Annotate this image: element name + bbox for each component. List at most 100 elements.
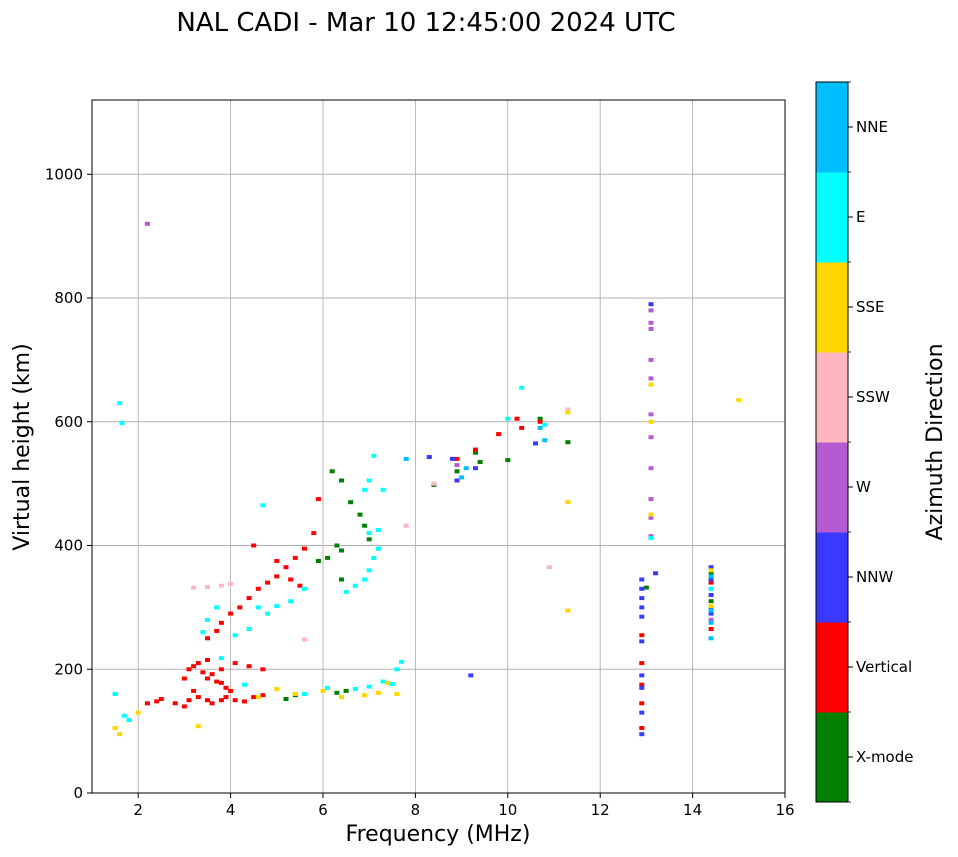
data-point bbox=[205, 617, 210, 622]
data-point bbox=[403, 523, 409, 528]
data-point bbox=[334, 543, 340, 548]
data-point bbox=[265, 611, 271, 616]
data-point bbox=[195, 661, 201, 666]
data-point bbox=[468, 673, 474, 678]
data-point bbox=[375, 690, 381, 695]
x-tick-label: 2 bbox=[133, 801, 143, 819]
data-point bbox=[223, 695, 229, 700]
series-ssw bbox=[191, 407, 571, 642]
data-point bbox=[172, 701, 178, 706]
data-point bbox=[297, 583, 303, 588]
data-point bbox=[214, 628, 220, 633]
data-point bbox=[362, 693, 368, 698]
series-nne bbox=[403, 425, 714, 641]
data-point bbox=[288, 599, 294, 604]
data-point bbox=[218, 680, 224, 685]
data-point bbox=[320, 688, 326, 693]
data-point bbox=[431, 481, 437, 486]
data-point bbox=[366, 478, 372, 483]
data-point bbox=[399, 659, 404, 664]
data-point bbox=[736, 398, 742, 403]
data-point bbox=[232, 633, 238, 638]
data-point bbox=[343, 589, 349, 594]
data-point bbox=[565, 440, 571, 445]
data-point bbox=[708, 580, 714, 585]
data-point bbox=[454, 469, 460, 474]
data-point bbox=[117, 401, 123, 406]
x-tick-label: 16 bbox=[775, 801, 794, 819]
data-point bbox=[648, 320, 654, 325]
data-point bbox=[265, 580, 271, 585]
series-w bbox=[144, 221, 714, 622]
data-point bbox=[519, 385, 525, 390]
data-point bbox=[639, 673, 645, 678]
data-point bbox=[473, 450, 478, 455]
data-point bbox=[255, 605, 261, 610]
data-point bbox=[283, 697, 289, 701]
data-point bbox=[218, 620, 224, 625]
data-point bbox=[648, 302, 654, 307]
data-point bbox=[144, 221, 150, 226]
data-point bbox=[375, 528, 381, 532]
data-point bbox=[648, 497, 654, 502]
data-point bbox=[542, 438, 548, 443]
data-point bbox=[302, 692, 307, 696]
data-point bbox=[242, 699, 247, 704]
data-point bbox=[533, 441, 538, 446]
data-point bbox=[394, 692, 400, 696]
data-point bbox=[119, 421, 125, 425]
y-tick-label: 600 bbox=[54, 413, 83, 431]
data-point bbox=[708, 593, 714, 597]
data-point bbox=[537, 416, 543, 421]
data-point bbox=[639, 639, 645, 644]
data-point bbox=[708, 636, 714, 641]
data-point bbox=[708, 599, 714, 604]
data-point bbox=[639, 710, 645, 715]
data-point bbox=[302, 546, 307, 551]
data-point bbox=[292, 555, 298, 560]
data-point bbox=[302, 586, 307, 591]
data-point bbox=[274, 604, 280, 609]
data-point bbox=[380, 679, 386, 684]
data-point bbox=[195, 695, 201, 700]
data-point bbox=[357, 512, 363, 517]
data-point bbox=[260, 693, 266, 698]
data-point bbox=[288, 577, 294, 582]
data-point bbox=[228, 611, 234, 616]
data-point bbox=[302, 637, 307, 642]
data-point bbox=[126, 718, 132, 722]
data-point bbox=[639, 586, 645, 591]
data-points bbox=[112, 221, 742, 737]
data-point bbox=[209, 701, 215, 706]
colorbar-label: Vertical bbox=[856, 658, 912, 676]
data-point bbox=[371, 555, 377, 560]
data-point bbox=[154, 699, 160, 704]
data-point bbox=[334, 690, 340, 695]
data-point bbox=[648, 382, 654, 387]
data-point bbox=[643, 585, 649, 590]
data-point bbox=[232, 661, 238, 666]
y-tick-label: 200 bbox=[54, 660, 83, 678]
data-point bbox=[246, 596, 252, 601]
x-axis-label: Frequency (MHz) bbox=[346, 822, 531, 847]
data-point bbox=[366, 684, 372, 689]
data-point bbox=[519, 425, 525, 430]
data-point bbox=[343, 688, 349, 693]
data-point bbox=[708, 627, 714, 631]
data-point bbox=[352, 687, 358, 691]
colorbar-label: NNE bbox=[856, 118, 888, 136]
data-point bbox=[394, 667, 400, 672]
data-point bbox=[315, 497, 321, 502]
colorbar-swatch-nnw bbox=[816, 532, 848, 623]
data-point bbox=[454, 478, 460, 483]
colorbar-swatch-w bbox=[816, 442, 848, 533]
data-point bbox=[121, 713, 127, 718]
x-axis-ticks: 2 4 6 8 10 12 14 16 bbox=[133, 793, 795, 819]
colorbar-swatch-sse bbox=[816, 262, 848, 353]
data-point bbox=[565, 500, 571, 505]
data-point bbox=[565, 608, 571, 613]
x-tick-label: 8 bbox=[411, 801, 421, 819]
data-point bbox=[311, 531, 317, 536]
data-point bbox=[205, 585, 210, 589]
data-point bbox=[385, 680, 391, 685]
